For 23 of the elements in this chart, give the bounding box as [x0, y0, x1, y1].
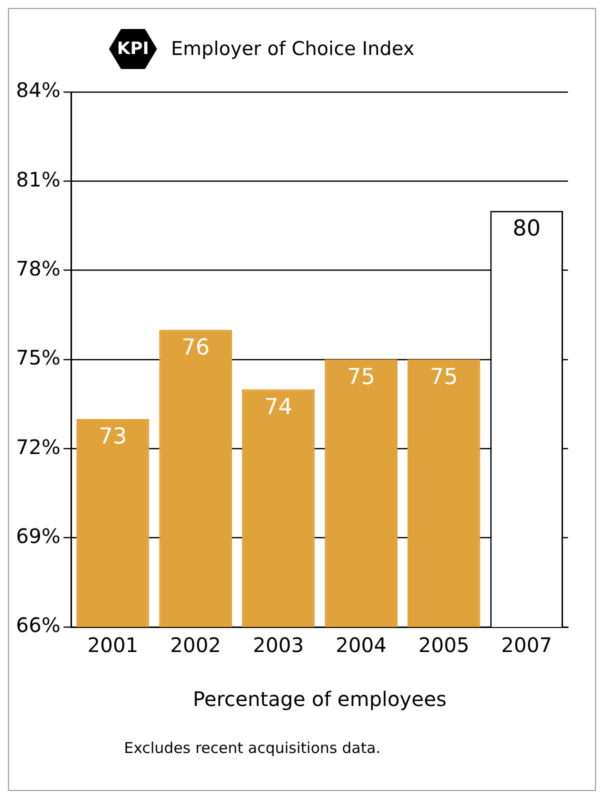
text: Excludes recent acquisitions data. — [124, 739, 382, 757]
y-tick-label: 66% — [16, 613, 60, 638]
y-tick-label: 81% — [16, 167, 60, 192]
x-tick-label: 2005 — [418, 633, 470, 658]
y-tick-label: 72% — [16, 434, 60, 459]
data-label: 73 — [98, 424, 127, 450]
chart-title: Employer of Choice Index — [171, 38, 414, 60]
data-label: 76 — [182, 335, 210, 360]
x-tick-label: 2003 — [252, 633, 304, 658]
hexagon-badge: KPI — [109, 29, 157, 69]
y-tick-label: 78% — [16, 256, 60, 281]
data-label: 80 — [512, 216, 541, 242]
x-tick-label: 2004 — [336, 633, 387, 658]
y-tick-label: 69% — [16, 524, 60, 548]
x-tick-label: 2001 — [87, 633, 138, 658]
data-label: 75 — [347, 365, 376, 390]
data-label: 75 — [430, 365, 458, 390]
x-tick-label: 2002 — [170, 633, 222, 658]
y-tick-label: 84% — [16, 78, 60, 102]
x-axis-title: Percentage of employees — [192, 687, 447, 712]
data-label: 74 — [264, 394, 292, 420]
x-tick-label: 2007 — [501, 633, 552, 658]
y-tick-label: 75% — [16, 346, 60, 370]
